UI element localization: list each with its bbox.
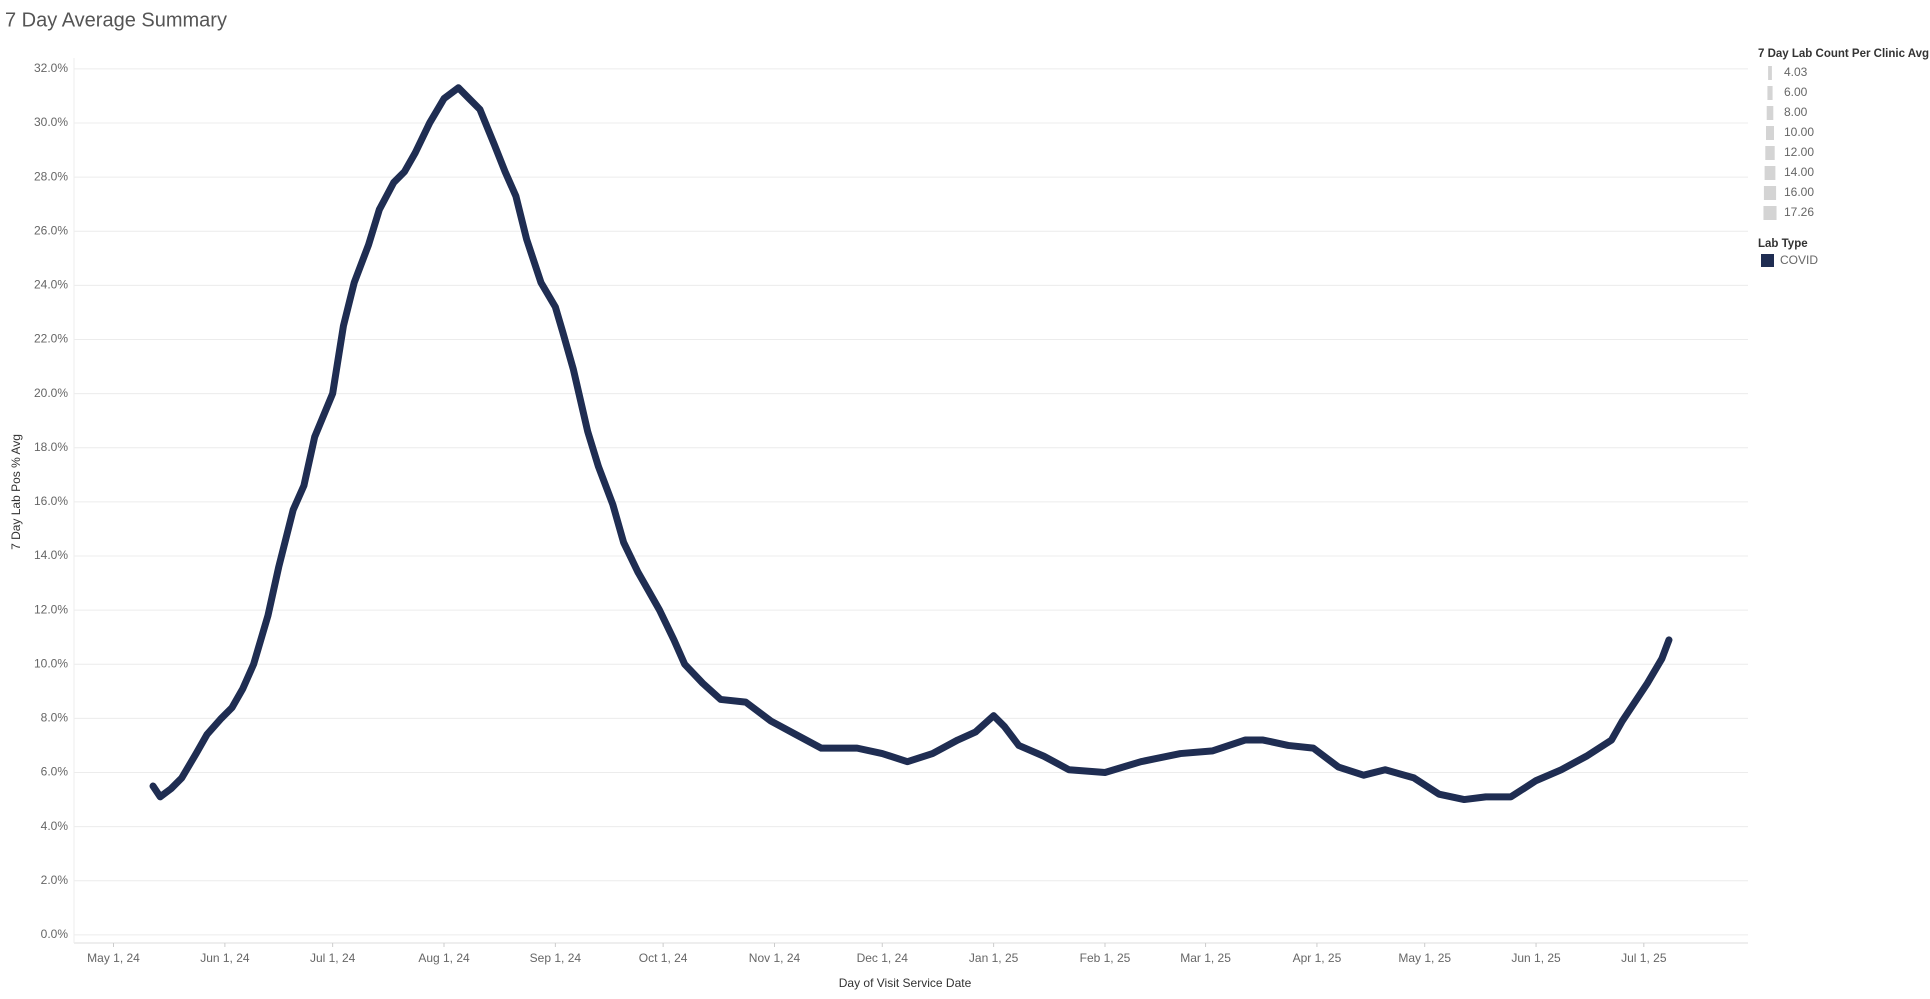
chart-title: 7 Day Average Summary [5,9,227,31]
x-tick-label: Jan 1, 25 [969,951,1019,965]
x-axis-title: Day of Visit Service Date [839,976,972,990]
size-legend-label: 12.00 [1784,145,1814,159]
x-tick-label: Jul 1, 25 [1621,951,1667,965]
size-legend-title: 7 Day Lab Count Per Clinic Avg [1758,48,1929,60]
y-tick-label: 30.0% [34,115,68,129]
x-tick-label: Jun 1, 25 [1511,951,1561,965]
y-tick-label: 0.0% [41,927,69,941]
x-tick-label: Nov 1, 24 [749,951,801,965]
y-tick-label: 4.0% [41,819,69,833]
x-tick-label: Dec 1, 24 [857,951,909,965]
x-tick-label: Oct 1, 24 [639,951,688,965]
y-tick-label: 10.0% [34,656,68,670]
y-tick-label: 24.0% [34,278,68,292]
y-tick-label: 6.0% [41,765,69,779]
y-tick-label: 8.0% [41,711,69,725]
y-axis-title: 7 Day Lab Pos % Avg [9,434,23,550]
color-legend-title: Lab Type [1758,238,1808,250]
y-tick-label: 18.0% [34,440,68,454]
size-legend-swatch [1766,106,1774,120]
x-tick-label: Jul 1, 24 [310,951,356,965]
y-tick-label: 32.0% [34,61,68,75]
x-tick-label: Mar 1, 25 [1180,951,1231,965]
size-legend-label: 8.00 [1784,105,1808,119]
size-legend-swatch [1765,146,1775,160]
size-legend-swatch [1764,166,1776,180]
size-legend-swatch [1763,186,1777,200]
y-tick-label: 2.0% [41,873,69,887]
y-tick-label: 28.0% [34,169,68,183]
size-legend-label: 17.26 [1784,205,1814,219]
size-legend-swatch [1763,206,1777,220]
x-tick-label: Apr 1, 25 [1293,951,1342,965]
x-tick-label: May 1, 24 [87,951,140,965]
y-tick-label: 22.0% [34,332,68,346]
size-legend-label: 16.00 [1784,185,1814,199]
color-legend-swatch [1761,254,1774,267]
y-tick-label: 16.0% [34,494,68,508]
size-legend-label: 6.00 [1784,85,1808,99]
x-tick-label: Aug 1, 24 [418,951,470,965]
size-legend-swatch [1766,126,1774,140]
y-tick-label: 20.0% [34,386,68,400]
size-legend-label: 4.03 [1784,65,1808,79]
x-tick-label: Jun 1, 24 [200,951,250,965]
size-legend-swatch [1767,86,1773,100]
size-legend-label: 10.00 [1784,125,1814,139]
y-tick-label: 26.0% [34,223,68,237]
size-legend-label: 14.00 [1784,165,1814,179]
x-tick-label: Sep 1, 24 [530,951,582,965]
y-tick-label: 12.0% [34,602,68,616]
x-tick-label: Feb 1, 25 [1080,951,1131,965]
y-tick-label: 14.0% [34,548,68,562]
size-legend-swatch [1768,66,1772,80]
legend-label: COVID [1780,253,1818,267]
series-line [149,84,1673,804]
x-tick-label: May 1, 25 [1398,951,1451,965]
